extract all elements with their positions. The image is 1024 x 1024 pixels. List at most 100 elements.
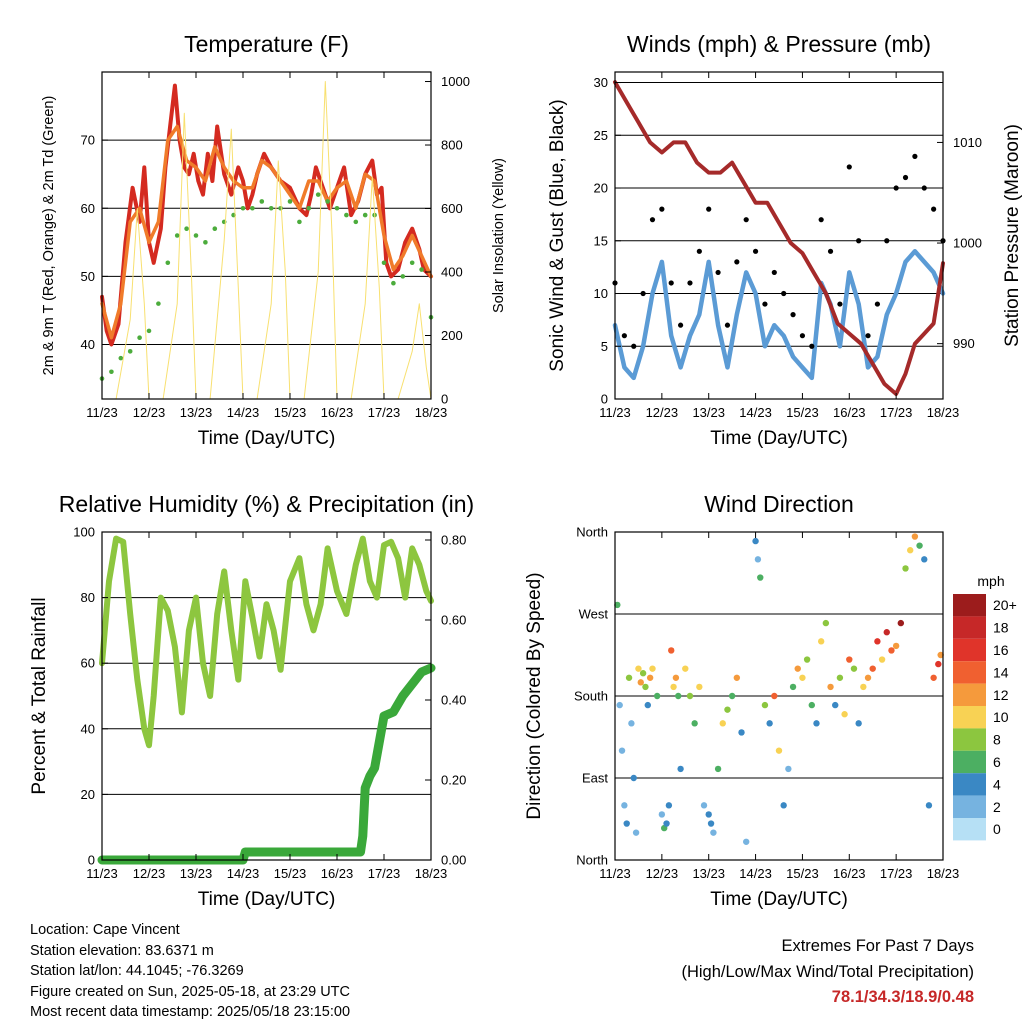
winds-data-point <box>912 153 918 159</box>
winds-data-point <box>678 322 684 328</box>
winds-data-point <box>631 343 637 349</box>
winds-data-point <box>846 164 852 170</box>
temperature-data-point <box>306 205 312 211</box>
direction-data-point <box>644 701 651 709</box>
direction-legend-swatch <box>953 616 986 639</box>
direction-data-point <box>883 629 890 636</box>
winds-data-point <box>902 174 909 181</box>
humidity-y-tick-label: 40 <box>81 721 95 736</box>
direction-data-point <box>714 765 722 773</box>
direction-legend-swatch <box>953 706 986 729</box>
direction-data-point <box>623 820 630 827</box>
direction-data-point <box>672 674 680 681</box>
temperature-data-point <box>268 205 274 211</box>
extremes-box: Extremes For Past 7 Days (High/Low/Max W… <box>681 934 974 1011</box>
winds-title: Winds (mph) & Pressure (mb) <box>627 31 931 57</box>
winds-data-point <box>659 206 665 212</box>
temperature-y2-tick-label: 800 <box>441 138 463 153</box>
humidity-x-tick-label: 11/23 <box>86 866 118 881</box>
winds-x-tick-label: 13/23 <box>692 405 725 420</box>
temperature-data-point <box>297 219 302 225</box>
direction-legend-label: 6 <box>993 754 1001 770</box>
humidity-x-tick-label: 16/23 <box>321 866 354 881</box>
direction-data-point <box>832 701 839 709</box>
direction-data-point <box>892 642 900 650</box>
temperature-y-tick-label: 40 <box>81 337 95 352</box>
direction-title: Wind Direction <box>704 491 854 517</box>
humidity-y2-tick-label: 0.60 <box>441 613 466 628</box>
direction-data-point <box>846 656 853 663</box>
direction-legend-label: 18 <box>993 620 1009 636</box>
extremes-subheading: (High/Low/Max Wind/Total Precipitation) <box>681 962 974 981</box>
temperature-x-tick-label: 15/23 <box>274 405 307 420</box>
winds-x-tick-label: 17/23 <box>880 405 913 420</box>
winds-data-point <box>771 269 777 276</box>
direction-data-point <box>803 656 811 663</box>
winds-data-point <box>931 206 937 212</box>
direction-legend-title: mph <box>977 573 1004 589</box>
temperature-data-point <box>127 349 133 354</box>
direction-data-point <box>757 574 764 581</box>
temperature-data-point <box>184 226 189 231</box>
temperature-y-tick-label: 50 <box>81 269 95 284</box>
winds-y-tick-label: 15 <box>594 233 608 248</box>
humidity-x-tick-label: 13/23 <box>180 866 213 881</box>
direction-x-tick-label: 16/23 <box>833 866 866 881</box>
winds-data-point <box>743 217 749 223</box>
winds-data-point <box>715 269 721 276</box>
direction-data-point <box>799 674 806 681</box>
direction-data-point <box>752 537 759 545</box>
direction-data-point <box>677 765 684 773</box>
direction-x-axis-label: Time (Day/UTC) <box>710 889 848 910</box>
direction-x-tick-label: 18/23 <box>927 866 960 881</box>
station-location: Location: Cape Vincent <box>30 922 180 938</box>
temperature-y2-tick-label: 600 <box>441 201 463 216</box>
direction-data-point <box>864 674 872 681</box>
direction-data-point <box>780 802 787 809</box>
humidity-x-tick-label: 18/23 <box>415 866 448 881</box>
direction-data-point <box>754 556 762 563</box>
winds-y-tick-label: 30 <box>594 75 608 90</box>
humidity-y-tick-label: 80 <box>81 590 95 605</box>
direction-legend-label: 16 <box>993 642 1009 658</box>
winds-y2-tick-label: 1000 <box>953 236 982 251</box>
direction-data-point <box>700 802 708 809</box>
winds-y-tick-label: 25 <box>594 128 608 143</box>
winds-data-point <box>640 290 646 297</box>
extremes-heading: Extremes For Past 7 Days <box>781 937 974 955</box>
winds-x-axis-label: Time (Day/UTC) <box>710 428 848 449</box>
direction-data-point <box>766 720 773 727</box>
winds-y-axis-label: Sonic Wind & Gust (Blue, Black) <box>547 99 568 371</box>
temperature-y2-tick-label: 200 <box>441 328 463 343</box>
temperature-y2-axis-label: Solar Insolation (Yellow) <box>491 158 507 313</box>
winds-data-point <box>724 322 731 328</box>
winds-data-point <box>696 248 702 254</box>
direction-legend-swatch <box>953 728 986 751</box>
direction-legend-swatch <box>953 638 986 662</box>
temperature-data-point <box>259 199 265 204</box>
humidity-x-tick-label: 12/23 <box>133 866 166 881</box>
direction-data-point <box>675 692 682 700</box>
temperature-data-point <box>409 260 415 266</box>
temperature-x-tick-label: 13/23 <box>180 405 213 420</box>
winds-data-point <box>762 301 768 307</box>
direction-data-point <box>902 565 909 572</box>
direction-data-point <box>794 665 801 672</box>
winds-data-point <box>809 343 815 349</box>
winds-data-point <box>649 217 656 223</box>
temperature-data-point <box>174 233 180 238</box>
winds-y-tick-label: 5 <box>601 339 608 354</box>
direction-data-point <box>733 674 741 681</box>
direction-data-point <box>874 638 881 645</box>
humidity-x-tick-label: 17/23 <box>368 866 401 881</box>
direction-x-tick-label: 14/23 <box>739 866 772 881</box>
direction-y-axis-label: Direction (Colored By Speed) <box>524 572 545 819</box>
direction-legend-swatch <box>953 683 986 706</box>
direction-data-point <box>878 656 886 663</box>
winds-data-point <box>687 280 693 286</box>
humidity-y-tick-label: 100 <box>73 525 95 540</box>
direction-y-tick-label: North <box>576 853 608 868</box>
temperature-data-point <box>334 205 340 211</box>
temperature-data-point <box>419 267 424 272</box>
winds-data-point <box>706 206 712 212</box>
